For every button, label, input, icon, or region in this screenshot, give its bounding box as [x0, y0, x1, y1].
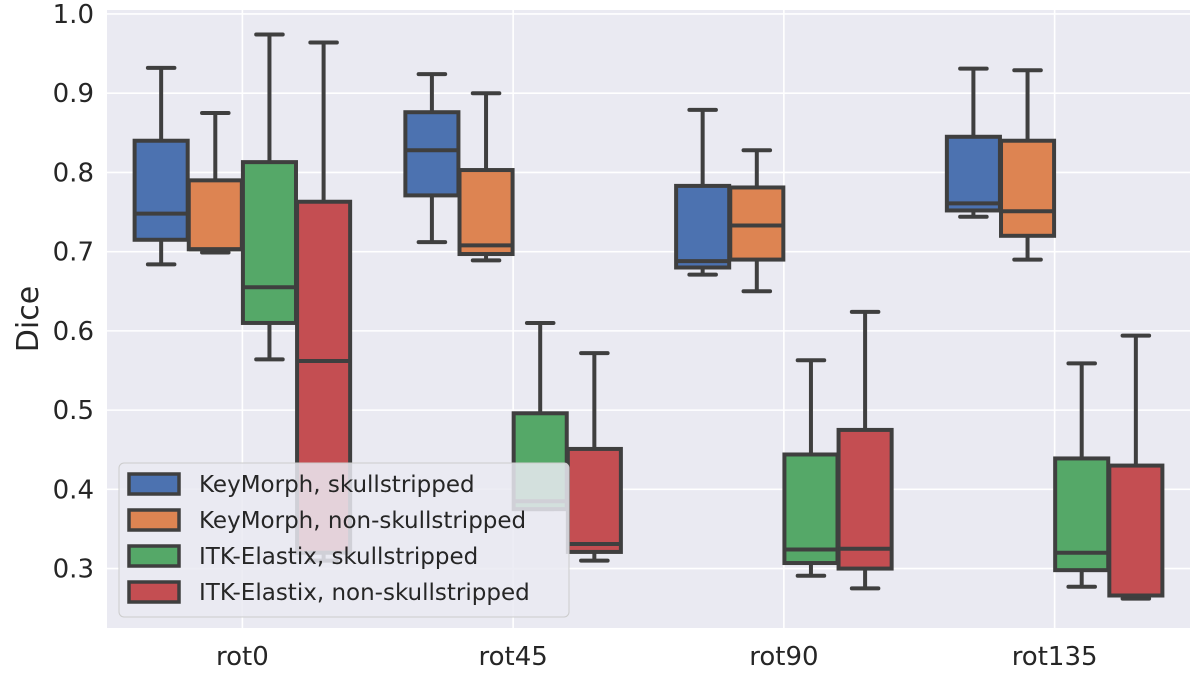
y-tick-label: 0.9: [53, 79, 94, 109]
box-iqr: [186, 178, 244, 252]
box-1-2: [728, 148, 786, 294]
x-tick-label: rot90: [749, 642, 818, 672]
box-iqr: [782, 452, 840, 566]
legend: KeyMorph, skullstripped KeyMorph, non-sku…: [118, 462, 570, 618]
legend-swatch: [127, 472, 181, 496]
legend-label: KeyMorph, skullstripped: [199, 472, 475, 498]
box-plots: [132, 32, 1165, 601]
box-2-2: [782, 358, 840, 578]
box-iqr: [944, 134, 1002, 213]
box-0-0: [132, 65, 190, 267]
box-iqr: [132, 138, 190, 242]
box-2-3: [1053, 361, 1111, 589]
box-1-1: [457, 91, 515, 263]
legend-frame: [118, 462, 570, 618]
box-iqr: [999, 138, 1057, 238]
y-tick-labels: 0.3 0.4 0.5 0.6 0.7 0.8 0.9 1.0: [53, 0, 94, 585]
box-1-3: [999, 68, 1057, 262]
legend-swatch: [127, 580, 181, 604]
legend-swatch: [127, 544, 181, 568]
x-tick-label: rot45: [478, 642, 547, 672]
box-3-3: [1107, 333, 1165, 601]
box-iqr: [457, 168, 515, 257]
box-iqr: [836, 427, 894, 571]
box-iqr: [565, 446, 623, 554]
y-tick-label: 0.8: [53, 158, 94, 188]
y-axis-label: Dice: [11, 286, 46, 352]
y-tick-label: 0.3: [53, 555, 94, 585]
legend-label: ITK-Elastix, skullstripped: [199, 544, 478, 570]
box-2-0: [240, 32, 298, 362]
box-3-2: [836, 309, 894, 591]
x-tick-label: rot135: [1012, 642, 1098, 672]
box-0-1: [403, 72, 461, 245]
legend-label: KeyMorph, non-skullstripped: [199, 508, 526, 534]
legend-swatch: [127, 508, 181, 532]
y-tick-label: 0.6: [53, 317, 94, 347]
box-iqr: [674, 183, 732, 270]
box-iqr: [240, 160, 298, 325]
x-tick-labels: rot0 rot45 rot90 rot135: [216, 642, 1098, 672]
x-tick-label: rot0: [216, 642, 269, 672]
y-tick-label: 1.0: [53, 0, 94, 30]
box-iqr: [1107, 463, 1165, 598]
y-tick-label: 0.5: [53, 396, 94, 426]
y-tick-label: 0.7: [53, 238, 94, 268]
box-iqr: [403, 110, 461, 198]
legend-label: ITK-Elastix, non-skullstripped: [199, 580, 530, 606]
y-tick-label: 0.4: [53, 475, 94, 505]
